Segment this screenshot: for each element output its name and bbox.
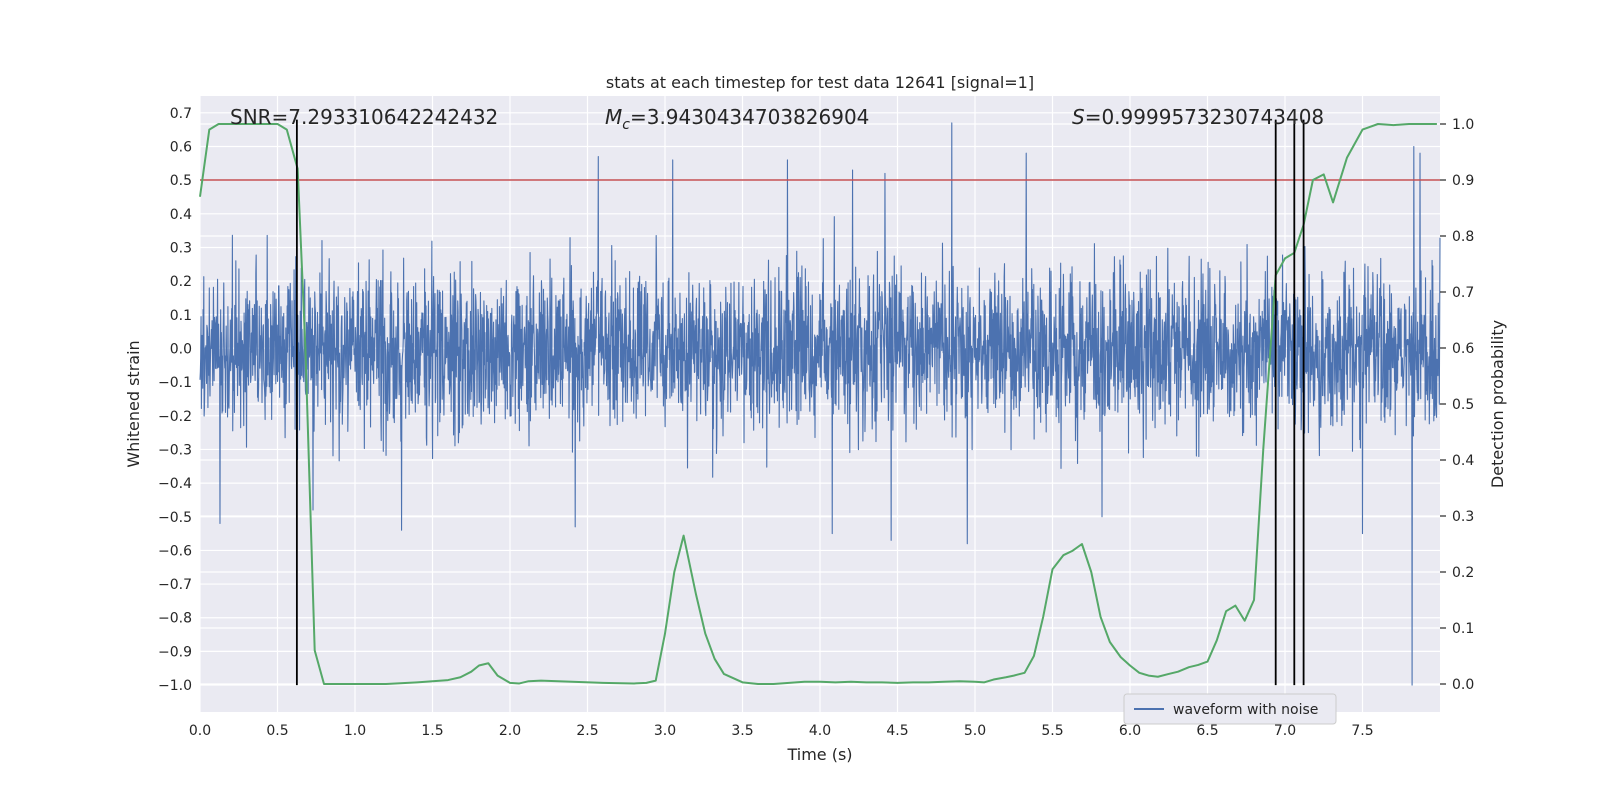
chirp-mass-annotation: Mc=3.9430434703826904 (605, 105, 869, 133)
y-left-tick-label: −0.2 (158, 409, 192, 425)
y-left-tick-label: −0.5 (158, 510, 192, 526)
legend-label-waveform: waveform with noise (1173, 702, 1318, 718)
y-left-tick-label: −1.0 (158, 678, 192, 694)
y-right-tick-label: 0.7 (1452, 285, 1474, 301)
x-tick-label: 3.5 (731, 723, 753, 739)
x-tick-label: 6.5 (1196, 723, 1218, 739)
y-left-tick-label: 0.1 (170, 308, 192, 324)
x-tick-label: 1.5 (421, 723, 443, 739)
y-left-tick-label: −0.6 (158, 543, 192, 559)
strain-series-line (199, 122, 1441, 686)
x-tick-label: 1.0 (344, 723, 366, 739)
y-left-tick-label: 0.2 (170, 274, 192, 290)
y-right-tick-label: 0.3 (1452, 509, 1474, 525)
y-left-tick-label: −0.7 (158, 577, 192, 593)
legend-box (1123, 693, 1337, 725)
y-left-tick-label: 0.5 (170, 173, 192, 189)
chart-title: stats at each timestep for test data 126… (606, 73, 1034, 92)
x-tick-label: 5.5 (1041, 723, 1063, 739)
y-left-tick-label: 0.7 (170, 106, 192, 122)
x-tick-label: 6.0 (1119, 723, 1141, 739)
x-tick-label: 7.5 (1351, 723, 1373, 739)
y-left-tick-label: −0.1 (158, 375, 192, 391)
y-left-tick-label: 0.6 (170, 139, 192, 155)
chirp-mass-subscript: c (622, 117, 630, 133)
chirp-mass-symbol: M (605, 105, 622, 129)
legend: waveform with noise (1123, 693, 1337, 725)
y-right-tick-label: 0.6 (1452, 341, 1474, 357)
strain-series-layer (199, 122, 1441, 686)
y-left-tick-label: −0.3 (158, 442, 192, 458)
score-value: =0.9999573230743408 (1085, 105, 1324, 129)
y-left-tick-label: 0.4 (170, 207, 192, 223)
y-right-tick-label: 0.2 (1452, 565, 1474, 581)
x-tick-label: 0.5 (266, 723, 288, 739)
y-right-tick-label: 0.1 (1452, 621, 1474, 637)
score-symbol: S (1072, 105, 1085, 129)
x-tick-label: 5.0 (964, 723, 986, 739)
y-left-tick-label: −0.9 (158, 644, 192, 660)
x-tick-label: 3.0 (654, 723, 676, 739)
x-tick-label: 4.5 (886, 723, 908, 739)
y-right-tick-label: 0.4 (1452, 453, 1474, 469)
y-right-axis-ticks: 1.0 0.9 0.8 0.7 0.6 0.5 0.4 0.3 0.2 0.1 0.0 (1440, 117, 1474, 693)
y-right-tick-label: 0.0 (1452, 677, 1474, 693)
y-left-tick-label: −0.8 (158, 611, 192, 627)
x-tick-label: 7.0 (1274, 723, 1296, 739)
y-left-axis-ticks: 0.7 0.6 0.5 0.4 0.3 0.2 0.1 0.0 −0.1 −0.2 −0.3 −0.4… (158, 106, 192, 694)
x-tick-label: 4.0 (809, 723, 831, 739)
y-left-tick-label: −0.4 (158, 476, 192, 492)
x-tick-label: 0.0 (189, 723, 211, 739)
x-axis-ticks: 0.0 0.5 1.0 1.5 2.0 2.5 3.0 3.5 4.0 4.5 5.0 5.5 6.0 6… (189, 723, 1374, 739)
x-tick-label: 2.5 (576, 723, 598, 739)
score-annotation: S=0.9999573230743408 (1072, 105, 1324, 129)
y-axis-label-right: Detection probability (1488, 320, 1507, 488)
snr-annotation: SNR=7.293310642242432 (230, 105, 498, 129)
y-right-tick-label: 0.9 (1452, 173, 1474, 189)
detection-probability-line (199, 123, 1437, 685)
y-left-tick-label: 0.3 (170, 240, 192, 256)
overlay-layer (199, 119, 1440, 686)
y-axis-label-left: Whitened strain (124, 340, 143, 467)
chirp-mass-value: =3.9430434703826904 (630, 105, 869, 129)
y-right-tick-label: 0.5 (1452, 397, 1474, 413)
y-left-tick-label: 0.0 (170, 341, 192, 357)
x-axis-label: Time (s) (786, 745, 852, 764)
x-tick-label: 2.0 (499, 723, 521, 739)
y-right-tick-label: 0.8 (1452, 229, 1474, 245)
y-right-tick-label: 1.0 (1452, 117, 1474, 133)
